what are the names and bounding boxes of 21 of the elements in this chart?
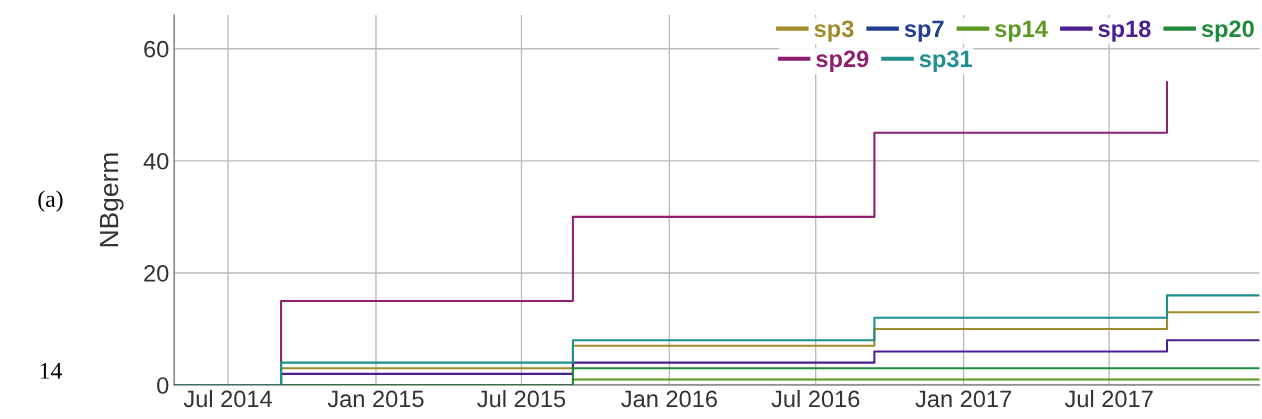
x-tick-label: Jan 2015 — [327, 390, 424, 408]
y-tick-label: 40 — [143, 152, 169, 170]
x-tick-label: Jul 2016 — [771, 389, 860, 408]
y-tick-label: 60 — [144, 40, 169, 58]
y-axis-title: NBgerm — [99, 153, 124, 247]
legend-label: sp3 — [814, 20, 854, 42]
y-tick-label: 20 — [144, 265, 169, 282]
legend-label: sp31 — [919, 50, 972, 72]
legend-label: sp18 — [1098, 20, 1151, 42]
y-tick-label: 0 — [157, 377, 169, 394]
text: (a) — [38, 190, 63, 212]
legend-label: sp7 — [904, 20, 944, 42]
legend-label: sp20 — [1201, 20, 1254, 42]
text: 14 — [40, 363, 62, 379]
x-tick-label: Jan 2017 — [915, 390, 1012, 408]
x-tick-label: Jul 2014 — [183, 389, 272, 408]
legend-label: sp29 — [816, 50, 869, 72]
x-tick-label: Jan 2016 — [621, 390, 717, 408]
x-tick-label: Jul 2015 — [477, 389, 566, 408]
legend-label: sp14 — [994, 20, 1048, 42]
x-tick-label: Jul 2017 — [1064, 389, 1153, 408]
